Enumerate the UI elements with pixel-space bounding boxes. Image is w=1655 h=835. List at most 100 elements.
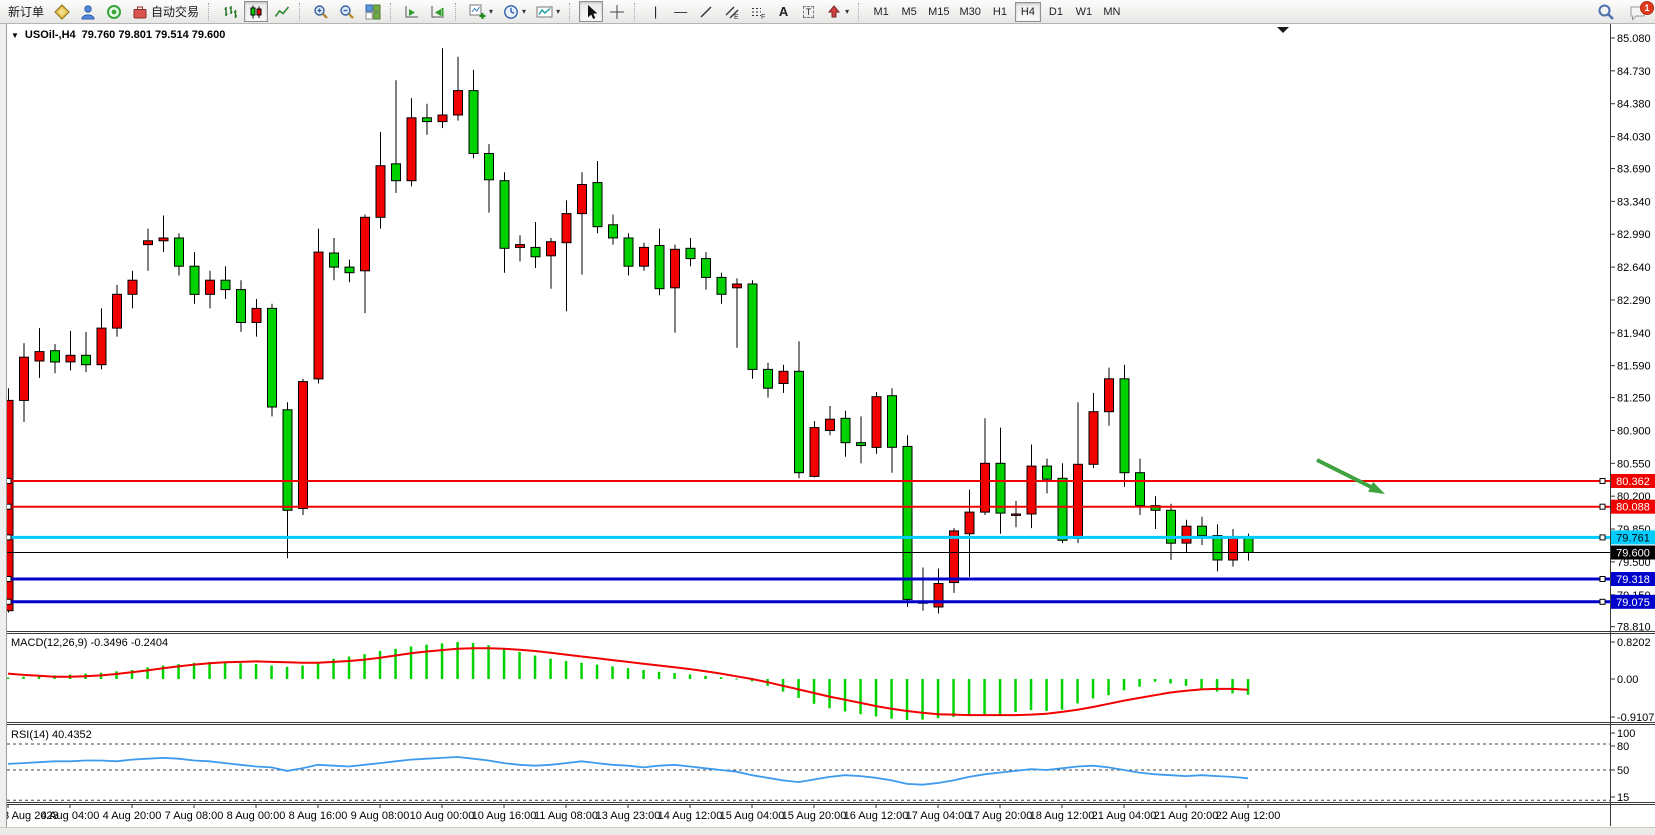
candle-body xyxy=(313,251,324,380)
profiles-button[interactable]: ▾ xyxy=(499,1,530,22)
timeframe-button-M30[interactable]: M30 xyxy=(956,2,985,22)
time-axis-label: 16 Aug 12:00 xyxy=(844,810,909,822)
macd-bar xyxy=(595,664,599,679)
candle-body xyxy=(1119,378,1130,474)
timeframe-button-D1[interactable]: D1 xyxy=(1043,2,1069,22)
chart-shift-button[interactable] xyxy=(426,1,450,22)
fibonacci-tool-button[interactable]: F xyxy=(746,1,770,22)
candle-body xyxy=(19,356,29,401)
candle-body xyxy=(1181,525,1192,544)
macd-bar xyxy=(471,642,475,679)
trend-arrow-annotation[interactable] xyxy=(1316,458,1385,494)
rsi-indicator-label: RSI(14) 40.4352 xyxy=(11,729,92,741)
arrows-tool-button[interactable]: ▾ xyxy=(822,1,853,22)
one-click-trading-toggle[interactable]: ▼ xyxy=(11,30,19,40)
candlestick-chart-button[interactable] xyxy=(244,1,269,22)
price-axis-label: 78.810 xyxy=(1617,622,1651,634)
candle-body xyxy=(360,216,370,272)
text-label-tool-button[interactable]: T xyxy=(797,1,820,22)
timeframe-button-H4[interactable]: H4 xyxy=(1014,1,1041,22)
time-axis-label: 18 Aug 12:00 xyxy=(1030,810,1095,822)
toolbar-separator xyxy=(299,2,306,21)
macd-bar xyxy=(301,665,304,679)
fibonacci-icon: F xyxy=(750,4,766,20)
candle-body xyxy=(623,237,634,267)
price-axis-label: 84.030 xyxy=(1617,132,1651,144)
price-tag xyxy=(1611,499,1655,514)
chart-shift-marker[interactable] xyxy=(1277,27,1289,33)
channel-tool-button[interactable]: E xyxy=(720,1,744,22)
new-chart-button[interactable]: ▾ xyxy=(465,1,497,22)
text-label-icon: T xyxy=(802,5,815,18)
signals-button[interactable] xyxy=(102,1,126,22)
auto-scroll-icon xyxy=(404,4,420,20)
zoom-in-button[interactable] xyxy=(309,1,333,22)
chart-canvas[interactable]: 85.080 84.730 84.380 84.030 83.690 83.340 82.9… xyxy=(0,24,1655,834)
bar-chart-button[interactable] xyxy=(218,1,242,22)
macd-bar xyxy=(1076,679,1079,704)
vertical-line-tool-button[interactable]: | xyxy=(644,1,667,22)
candle-body xyxy=(205,279,215,295)
chart-window[interactable]: 85.080 84.730 84.380 84.030 83.690 83.340 82.9… xyxy=(0,24,1655,834)
crosshair-icon xyxy=(609,4,625,20)
candle-body xyxy=(964,511,975,535)
chart-title: ▼ USOil-,H4 79.760 79.801 79.514 79.600 xyxy=(11,29,225,41)
timeframe-button-M15[interactable]: M15 xyxy=(924,2,953,22)
zoom-out-button[interactable] xyxy=(335,1,359,22)
horizontal-line-object[interactable]: 79.075 xyxy=(5,594,1655,609)
indicators-button[interactable]: ▾ xyxy=(532,1,564,22)
price-axis-label: 81.250 xyxy=(1617,393,1651,405)
cursor-button[interactable] xyxy=(579,1,604,22)
time-axis-label: 8 Aug 00:00 xyxy=(227,810,286,822)
macd-bar xyxy=(161,665,165,679)
autotrading-button[interactable]: 自动交易 xyxy=(128,1,203,22)
macd-bar xyxy=(1184,679,1188,686)
macd-bar xyxy=(192,662,196,679)
macd-bar xyxy=(549,658,552,679)
horizontal-line-object[interactable]: 80.088 xyxy=(5,499,1655,514)
macd-bar xyxy=(316,661,320,679)
auto-scroll-button[interactable] xyxy=(400,1,424,22)
timeframe-button-W1[interactable]: W1 xyxy=(1071,2,1097,22)
price-tag xyxy=(1611,594,1655,609)
timeframe-button-H1[interactable]: H1 xyxy=(987,2,1013,22)
terminal-button[interactable] xyxy=(76,1,100,22)
candle-body xyxy=(840,417,851,444)
new-order-button[interactable]: 新订单 xyxy=(4,1,48,22)
candle-body xyxy=(468,90,479,154)
macd-bar xyxy=(859,679,862,715)
text-tool-button[interactable]: A xyxy=(772,1,795,22)
macd-bar xyxy=(874,679,878,717)
search-button[interactable] xyxy=(1593,2,1619,23)
macd-bar xyxy=(750,679,754,682)
candle-body xyxy=(1026,465,1037,515)
toolbar-separator xyxy=(390,2,397,21)
horizontal-line-object[interactable]: 79.761 xyxy=(5,530,1655,545)
timeframe-button-M1[interactable]: M1 xyxy=(868,2,894,22)
notifications-button[interactable]: 1 xyxy=(1625,0,1654,23)
line-chart-button[interactable] xyxy=(270,1,294,22)
crosshair-button[interactable] xyxy=(605,1,629,22)
toolbar-separator xyxy=(634,2,641,21)
tile-windows-button[interactable] xyxy=(361,1,385,22)
time-axis-label: 4 Aug 20:00 xyxy=(103,810,162,822)
rsi-axis-label: 100 xyxy=(1617,728,1635,740)
candle-body xyxy=(933,583,944,608)
timeframe-button-M5[interactable]: M5 xyxy=(896,2,922,22)
macd-bar xyxy=(456,642,459,679)
time-axis-label: 7 Aug 08:00 xyxy=(165,810,224,822)
candle-body xyxy=(530,246,541,258)
horizontal-line-tool-button[interactable]: — xyxy=(669,1,692,22)
horizontal-line-object[interactable]: 79.318 xyxy=(5,571,1655,586)
macd-bar xyxy=(626,668,630,679)
horizontal-line-object[interactable]: 80.362 xyxy=(5,473,1655,488)
horizontal-line-object[interactable]: 79.600 xyxy=(7,545,1655,560)
macd-bar xyxy=(518,651,521,679)
trendline-tool-button[interactable] xyxy=(694,1,718,22)
candle-body xyxy=(267,307,277,408)
timeframe-button-MN[interactable]: MN xyxy=(1099,2,1125,22)
metaeditor-button[interactable] xyxy=(50,1,74,22)
macd-bar xyxy=(347,656,351,679)
time-axis-label: 11 Aug 08:00 xyxy=(534,810,598,822)
